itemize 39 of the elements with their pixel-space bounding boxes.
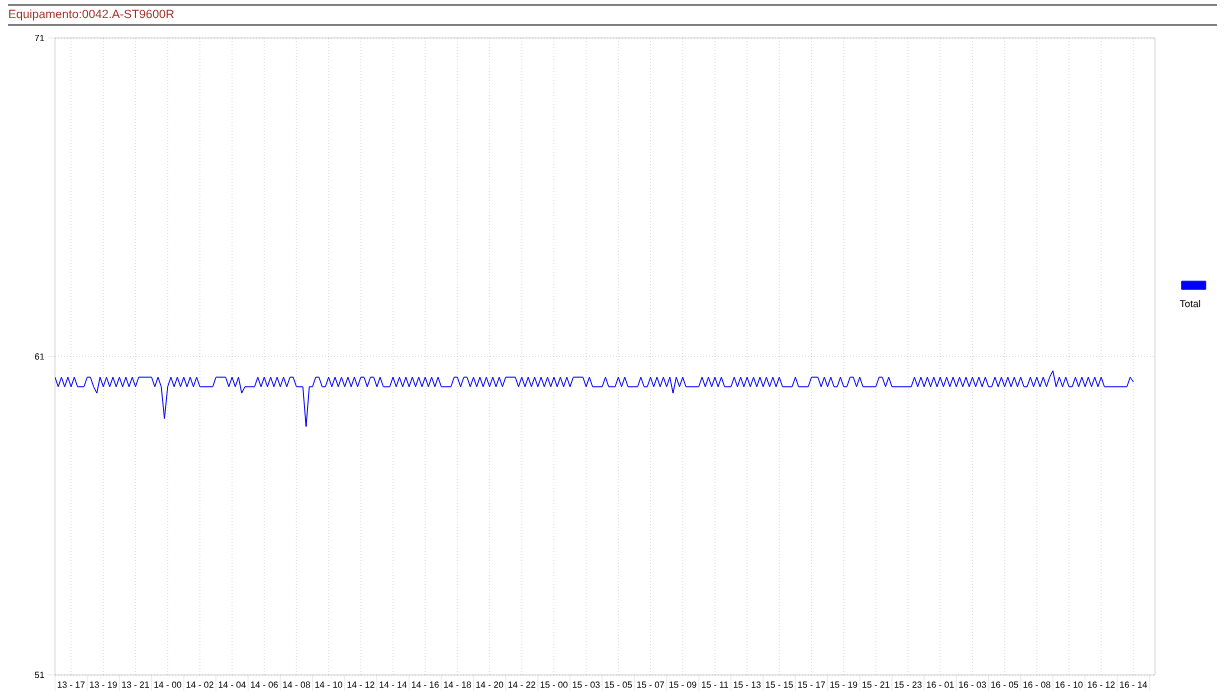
x-tick-label: 14 - 20 bbox=[476, 681, 504, 688]
x-tick-label: 13 - 17 bbox=[57, 681, 85, 688]
x-tick-label: 16 - 05 bbox=[991, 681, 1019, 688]
x-tick-label: 14 - 04 bbox=[218, 681, 246, 688]
x-tick-label: 16 - 03 bbox=[959, 681, 986, 688]
x-tick-label: 14 - 08 bbox=[283, 681, 310, 688]
x-tick-label: 15 - 11 bbox=[701, 681, 729, 688]
x-tick-label: 15 - 19 bbox=[830, 681, 858, 688]
x-tick-label: 13 - 19 bbox=[90, 681, 117, 688]
x-tick-label: 14 - 22 bbox=[508, 681, 536, 688]
x-tick-label: 14 - 14 bbox=[379, 681, 407, 688]
y-tick-label: 71 bbox=[34, 34, 45, 42]
x-tick-label: 14 - 06 bbox=[250, 681, 278, 688]
x-tick-label: 15 - 09 bbox=[669, 681, 697, 688]
x-tick-label: 16 - 08 bbox=[1023, 681, 1051, 688]
x-tick-label: 15 - 21 bbox=[862, 681, 890, 688]
x-tick-label: 15 - 05 bbox=[605, 681, 632, 688]
x-tick-label: 13 - 21 bbox=[122, 681, 149, 688]
x-tick-label: 14 - 18 bbox=[444, 681, 471, 688]
x-tick-label: 14 - 02 bbox=[186, 681, 214, 688]
x-tick-label: 16 - 12 bbox=[1087, 681, 1115, 688]
x-tick-label: 15 - 00 bbox=[540, 681, 568, 688]
x-tick-label: 14 - 12 bbox=[347, 681, 375, 688]
x-tick-label: 16 - 10 bbox=[1055, 681, 1083, 688]
y-tick-label: 51 bbox=[34, 671, 45, 679]
legend-label: Total bbox=[1179, 299, 1201, 308]
x-tick-label: 15 - 07 bbox=[637, 681, 665, 688]
x-tick-label: 14 - 00 bbox=[154, 681, 182, 688]
x-tick-label: 16 - 01 bbox=[926, 681, 954, 688]
x-tick-label: 15 - 23 bbox=[894, 681, 922, 688]
chart-title: Equipamento:0042.A-ST9600R bbox=[9, 9, 174, 21]
y-tick-label: 61 bbox=[34, 353, 45, 360]
x-tick-label: 15 - 15 bbox=[766, 681, 793, 688]
x-tick-label: 15 - 17 bbox=[798, 681, 825, 688]
x-tick-label: 15 - 13 bbox=[733, 681, 761, 688]
x-tick-label: 16 - 14 bbox=[1120, 681, 1148, 688]
x-tick-label: 15 - 03 bbox=[572, 681, 600, 688]
x-tick-label: 14 - 10 bbox=[315, 681, 343, 688]
x-tick-label: 14 - 16 bbox=[411, 681, 439, 688]
